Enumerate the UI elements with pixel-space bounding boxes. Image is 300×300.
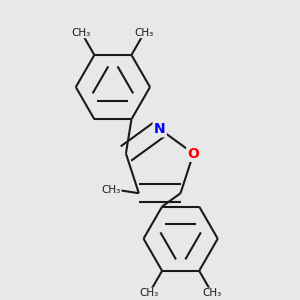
Text: O: O — [188, 147, 200, 160]
Text: CH₃: CH₃ — [140, 288, 159, 298]
Text: CH₃: CH₃ — [202, 288, 222, 298]
Text: CH₃: CH₃ — [72, 28, 91, 38]
Text: CH₃: CH₃ — [135, 28, 154, 38]
Text: CH₃: CH₃ — [102, 185, 121, 195]
Text: N: N — [154, 122, 166, 136]
